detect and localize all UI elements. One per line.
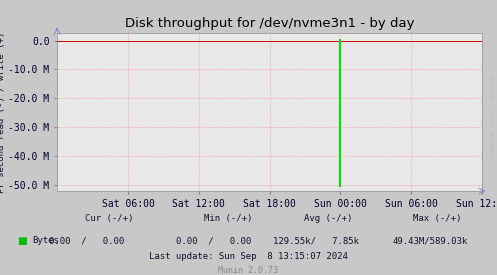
Text: 0.00  /   0.00: 0.00 / 0.00 xyxy=(49,236,125,245)
Text: 0.00  /   0.00: 0.00 / 0.00 xyxy=(176,236,251,245)
Text: ■: ■ xyxy=(17,236,27,246)
Text: Max (-/+): Max (-/+) xyxy=(413,214,462,223)
Text: RRDTOOL / TOBI OETIKER: RRDTOOL / TOBI OETIKER xyxy=(489,74,494,157)
Y-axis label: Pr second read (-) / write (+): Pr second read (-) / write (+) xyxy=(0,31,5,193)
Text: 49.43M/589.03k: 49.43M/589.03k xyxy=(392,236,468,245)
Title: Disk throughput for /dev/nvme3n1 - by day: Disk throughput for /dev/nvme3n1 - by da… xyxy=(125,17,414,31)
Text: Last update: Sun Sep  8 13:15:07 2024: Last update: Sun Sep 8 13:15:07 2024 xyxy=(149,252,348,261)
Text: Munin 2.0.73: Munin 2.0.73 xyxy=(219,266,278,275)
Text: Cur (-/+): Cur (-/+) xyxy=(85,214,134,223)
Text: Min (-/+): Min (-/+) xyxy=(204,214,253,223)
Text: Avg (-/+): Avg (-/+) xyxy=(304,214,352,223)
Text: 129.55k/   7.85k: 129.55k/ 7.85k xyxy=(272,236,359,245)
Text: Bytes: Bytes xyxy=(32,236,59,245)
